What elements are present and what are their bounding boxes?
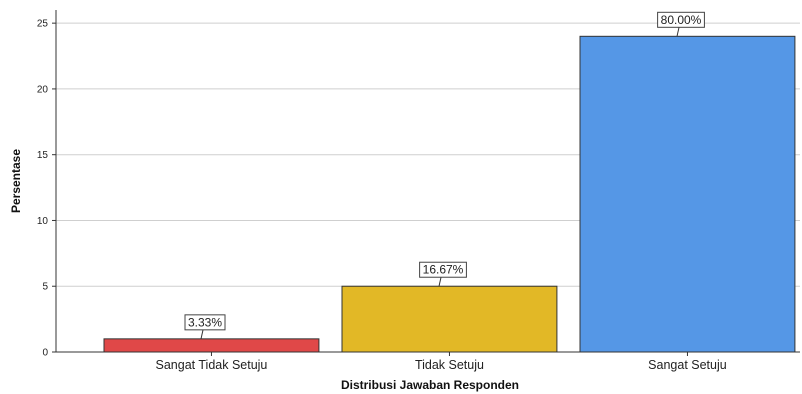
y-tick-label: 0 [42,348,48,359]
data-label-box [657,11,705,28]
y-tick-label: 25 [37,19,49,30]
y-tick-label: 15 [37,150,49,161]
x-tick-label: Sangat Tidak Setuju [156,358,268,372]
x-axis-tick-labels: Sangat Tidak Setuju Tidak Setuju Sangat Se… [156,352,727,372]
data-label: 80.00% [661,13,702,27]
data-label-leader [438,277,442,287]
data-label-leader [200,329,204,339]
bar [103,338,320,353]
x-tick-label: Sangat Setuju [648,358,727,372]
y-tick-label: 20 [37,84,49,95]
y-axis-ticks: 0 5 10 15 20 25 [37,19,56,359]
data-label-box [419,261,467,278]
x-axis-title: Distribusi Jawaban Responden [341,378,519,392]
data-labels: 3.33% 16.67% 80.00% [184,11,705,339]
bars [103,35,796,353]
y-axis-title: Persentase [9,149,23,213]
bar [341,285,558,353]
data-label-box [184,314,226,331]
data-label: 16.67% [423,263,464,277]
y-tick-label: 10 [37,216,49,227]
y-tick-label: 5 [42,282,48,293]
bar [579,35,796,353]
x-tick-label: Tidak Setuju [415,358,484,372]
data-label: 3.33% [188,315,222,329]
data-label-leader [676,27,680,37]
